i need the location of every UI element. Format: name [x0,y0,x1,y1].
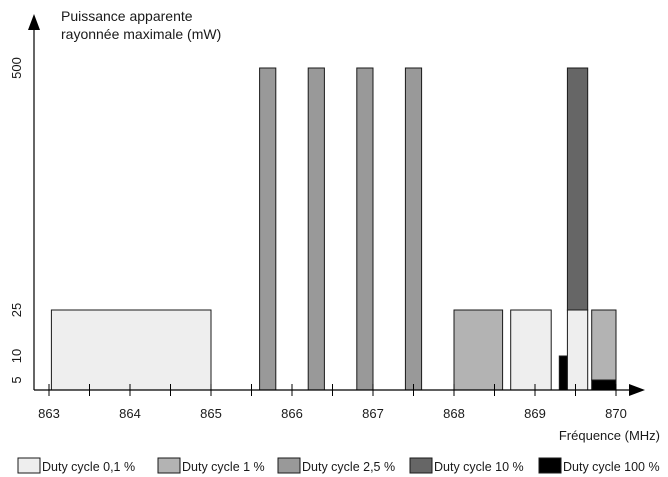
bar-duty-1 [453,309,504,391]
legend-swatch [17,457,41,474]
x-tick-label: 864 [119,406,141,421]
x-tick-label: 870 [605,406,627,421]
legend-item: Duty cycle 2,5 % [277,457,395,474]
legend-item: Duty cycle 100 % [538,457,660,474]
y-tick-label: 25 [9,303,24,317]
x-tick-label: 866 [281,406,303,421]
y-axis-label-line2: rayonnée maximale (mW) [61,26,221,42]
legend-swatch [538,457,562,474]
legend-swatch [277,457,301,474]
bar-duty-0-1 [50,309,212,391]
bar-duty-1 [591,309,617,381]
x-tick-label: 869 [524,406,546,421]
x-axis-arrow-icon [629,384,645,396]
y-tick-label: 500 [9,57,24,79]
legend-item: Duty cycle 10 % [409,457,524,474]
legend-item: Duty cycle 1 % [157,457,265,474]
bar-duty-0-1 [510,309,552,391]
y-tick-label: 5 [9,376,24,383]
bar-duty-100 [591,379,617,391]
legend-label: Duty cycle 2,5 % [302,460,395,474]
legend: Duty cycle 0,1 % Duty cycle 1 % Duty cycle… [17,457,660,474]
legend-label: Duty cycle 100 % [563,460,660,474]
bar-duty-10 [566,67,589,311]
axes-layer: 863 864 865 866 867 868 869 870 5 10 25 500 [9,14,645,421]
x-axis-label: Fréquence (MHz) [559,428,660,443]
legend-swatch [409,457,433,474]
bars-layer [50,67,617,391]
bar-duty-0-1 [566,309,589,391]
x-tick-label: 863 [38,406,60,421]
legend-label: Duty cycle 10 % [434,460,524,474]
legend-label: Duty cycle 1 % [182,460,265,474]
legend-label: Duty cycle 0,1 % [42,460,135,474]
y-axis-label-line1: Puissance apparente [61,8,193,24]
bar-duty-100 [558,355,568,391]
bar-duty-2-5 [356,67,374,391]
x-tick-label: 865 [200,406,222,421]
bar-duty-2-5 [259,67,277,391]
legend-item: Duty cycle 0,1 % [17,457,135,474]
legend-swatch [157,457,181,474]
bar-duty-2-5 [404,67,423,391]
y-tick-label: 10 [9,349,24,363]
y-axis-arrow-icon [28,14,40,30]
x-tick-label: 868 [443,406,465,421]
x-tick-label: 867 [362,406,384,421]
bar-duty-2-5 [307,67,325,391]
